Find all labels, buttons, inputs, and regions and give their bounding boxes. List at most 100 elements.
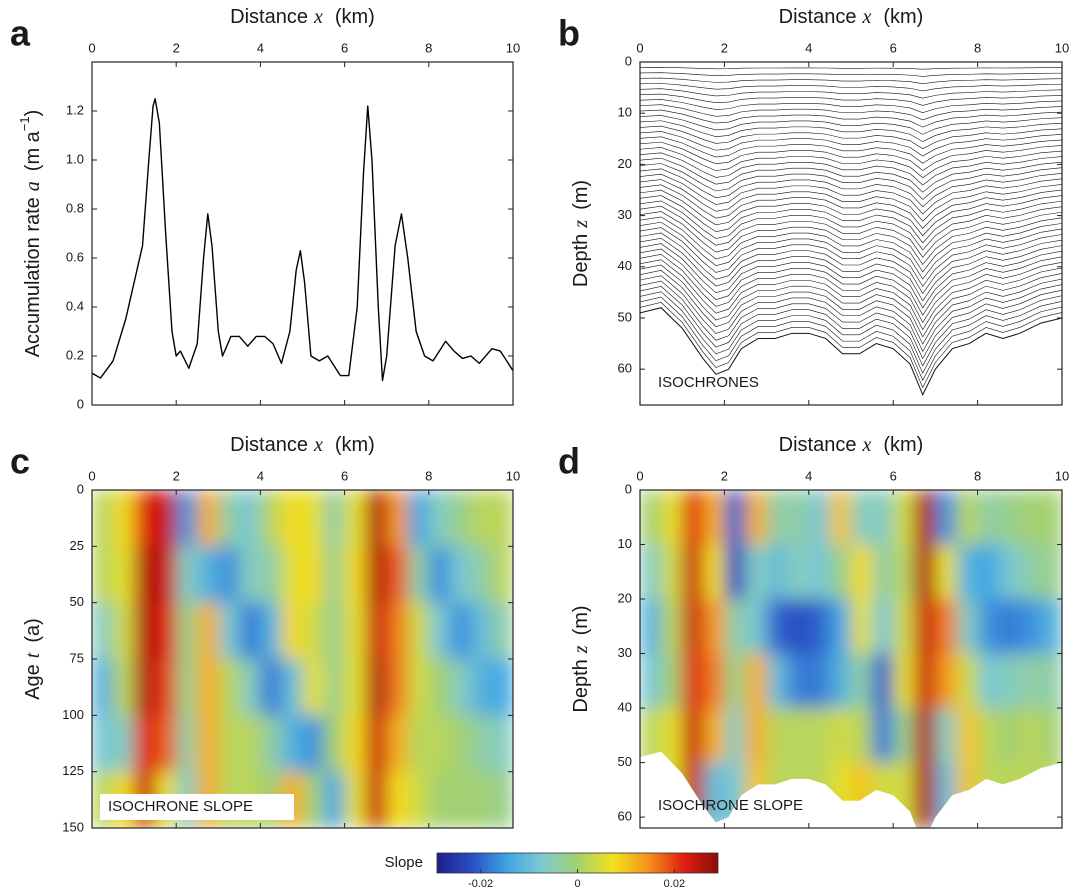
y-axis-label-part: z xyxy=(570,645,592,654)
x-tick-label: 2 xyxy=(721,468,728,483)
plot-area xyxy=(92,490,513,828)
x-tick-label: 4 xyxy=(257,40,264,55)
y-tick-label: 0.4 xyxy=(66,298,84,313)
y-tick-label: 75 xyxy=(70,650,84,665)
heat-cell xyxy=(745,544,768,600)
heat-cell xyxy=(365,490,388,547)
heat-cell xyxy=(113,546,135,604)
heat-cell xyxy=(365,659,388,716)
isochrone xyxy=(640,216,1062,273)
heat-cell xyxy=(239,546,261,604)
isochrone xyxy=(640,232,1062,295)
heat-cell xyxy=(1040,490,1062,546)
heat-cell xyxy=(935,653,957,709)
heat-cell xyxy=(365,602,388,660)
y-tick-label: 0 xyxy=(77,396,84,411)
isochrone xyxy=(640,125,1062,150)
heat-cell xyxy=(640,490,662,546)
annotation: ISOCHRONE SLOPE xyxy=(108,798,253,815)
heat-cell xyxy=(302,546,325,604)
x-tick-label: 2 xyxy=(721,40,728,55)
heat-cell xyxy=(365,771,388,828)
y-tick-label: 1.2 xyxy=(66,102,84,117)
y-tick-label: 0 xyxy=(77,481,84,496)
heat-cell xyxy=(1019,599,1042,655)
heat-cell xyxy=(155,490,177,547)
heat-cell xyxy=(176,602,198,660)
heat-cell xyxy=(935,490,957,546)
heat-cell xyxy=(661,653,683,709)
isochrone xyxy=(640,286,1062,367)
heat-cell xyxy=(155,602,177,660)
heat-cell xyxy=(197,602,219,660)
heat-cell xyxy=(344,602,367,660)
isochrone xyxy=(640,173,1062,215)
bed-mask xyxy=(640,751,1062,828)
isochrone xyxy=(640,200,1062,251)
isochrone xyxy=(640,67,1062,70)
heat-cell xyxy=(302,715,325,773)
y-axis-label: Depth z (m) xyxy=(570,180,593,287)
isochrone xyxy=(640,248,1062,316)
y-tick-label: 10 xyxy=(618,536,632,551)
panel-label: c xyxy=(10,441,30,482)
x-axis-label-part: x xyxy=(313,6,323,28)
x-axis-label-part: Distance xyxy=(230,6,308,28)
isochrone xyxy=(640,253,1062,324)
heat-cell xyxy=(407,546,430,604)
panel: b Distance x (km) Depth z (m) 0 2 4 6 8 10 0 10 20 30 40 5… xyxy=(558,6,1069,406)
x-tick-label: 4 xyxy=(805,468,812,483)
heat-cell xyxy=(766,544,789,600)
plot-area xyxy=(640,490,1062,828)
bed-line xyxy=(640,307,1062,396)
isochrone xyxy=(640,221,1062,280)
heat-cell xyxy=(323,490,346,547)
y-axis-label-part: (m) xyxy=(570,605,592,635)
heat-cell xyxy=(239,715,261,773)
heat-cell xyxy=(428,546,451,604)
x-axis-label-part: (km) xyxy=(883,6,923,28)
heat-cell xyxy=(1040,544,1062,600)
heat-cell xyxy=(491,715,513,773)
heat-cell xyxy=(1040,708,1062,764)
heat-cell xyxy=(134,546,156,604)
heat-cell xyxy=(808,544,831,600)
annotation: ISOCHRONES xyxy=(658,374,759,391)
heat-cell xyxy=(197,659,219,716)
data-line xyxy=(92,98,513,382)
plot-frame xyxy=(639,489,1063,829)
heat-cell xyxy=(386,490,409,547)
isochrone xyxy=(640,243,1062,309)
heat-cell xyxy=(872,599,894,655)
isochrone xyxy=(640,72,1062,77)
y-axis-label-part: Depth xyxy=(570,659,592,712)
heat-cell xyxy=(428,659,451,716)
y-tick-label: 0.6 xyxy=(66,249,84,264)
heat-cell xyxy=(682,653,704,709)
isochrone xyxy=(640,136,1062,164)
y-axis-label-part: ) xyxy=(22,110,44,117)
y-tick-label: 20 xyxy=(618,590,632,605)
x-axis-label: Distance x (km) xyxy=(230,6,375,29)
y-axis-label-part: (a) xyxy=(22,618,44,642)
isochrone xyxy=(640,77,1062,85)
heat-cell xyxy=(787,490,810,546)
isochrone xyxy=(640,189,1062,237)
heat-cell xyxy=(428,490,451,547)
heat-cell xyxy=(703,599,725,655)
heat-cell xyxy=(92,546,114,604)
x-axis-label: Distance x (km) xyxy=(779,434,924,457)
x-axis-label-part: x xyxy=(861,6,871,28)
heat-cell xyxy=(935,544,957,600)
heat-cell xyxy=(998,544,1021,600)
heat-cell xyxy=(724,544,746,600)
plot-area xyxy=(640,67,1062,396)
x-tick-label: 6 xyxy=(890,468,897,483)
heat-cell xyxy=(914,599,936,655)
heat-cell xyxy=(640,708,662,764)
heat-cell xyxy=(155,659,177,716)
heatmap xyxy=(640,490,1062,828)
y-tick-label: 10 xyxy=(618,105,632,120)
y-axis-label-part: Age xyxy=(22,664,44,700)
isochrone xyxy=(640,205,1062,258)
